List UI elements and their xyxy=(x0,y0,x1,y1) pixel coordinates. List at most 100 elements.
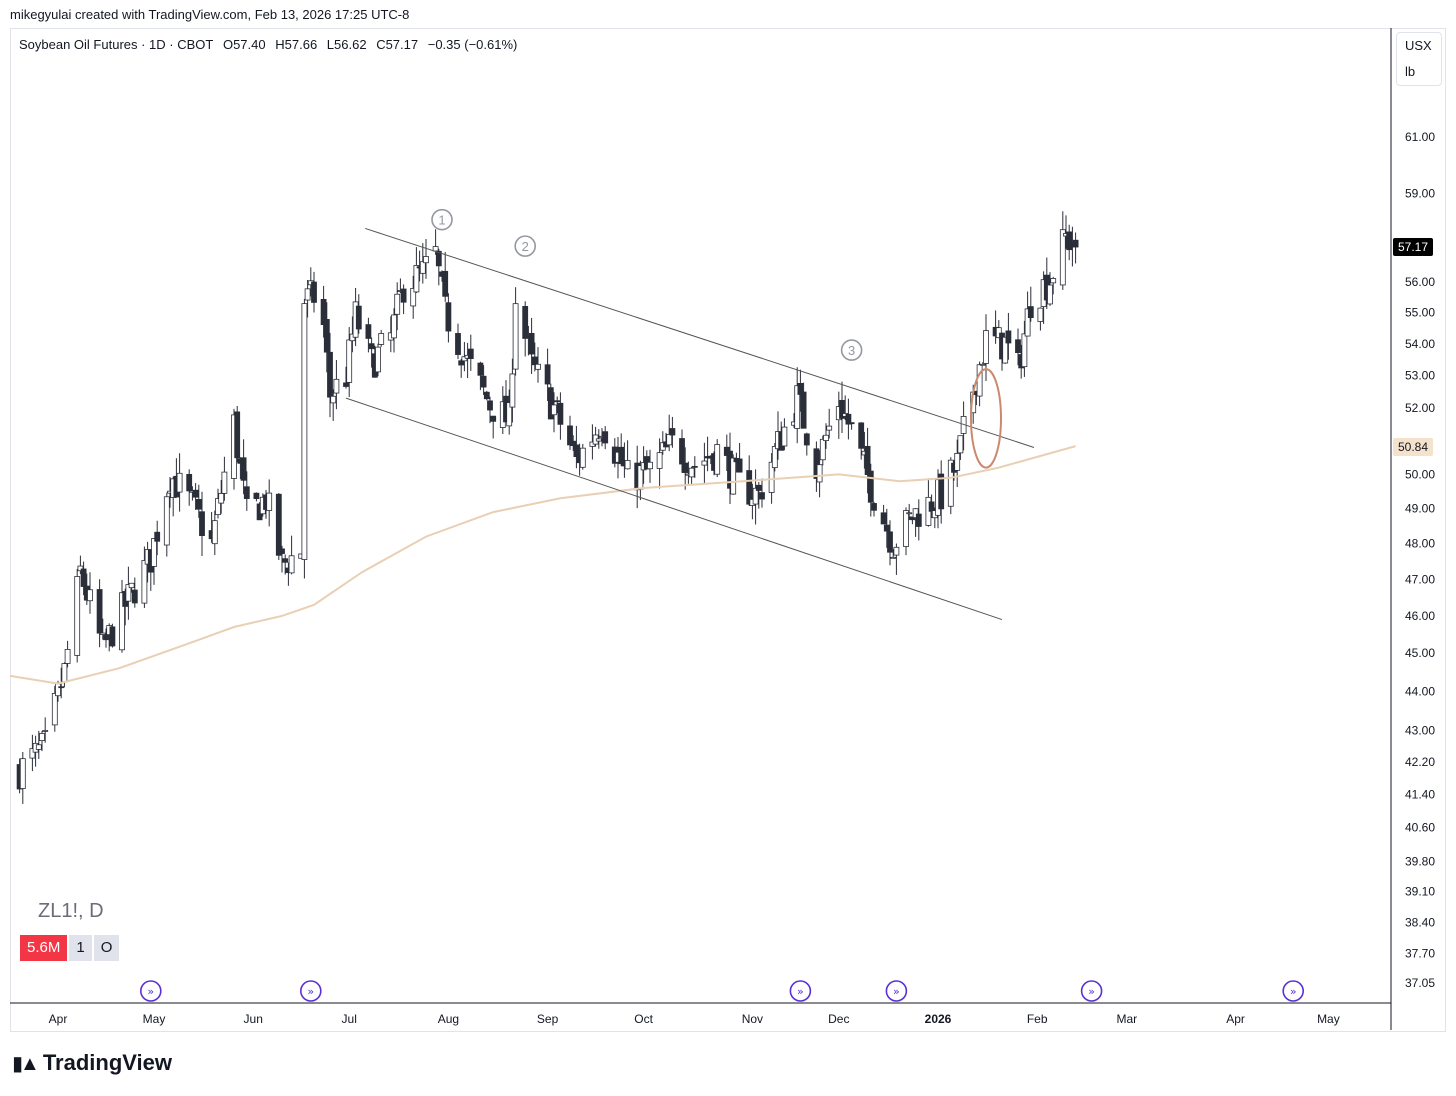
candle-body[interactable] xyxy=(490,415,497,422)
candle-body[interactable] xyxy=(864,445,871,475)
candle-body[interactable] xyxy=(330,395,337,404)
candle-body[interactable] xyxy=(871,503,877,511)
candle-body[interactable] xyxy=(848,422,855,425)
candle-body[interactable] xyxy=(909,516,916,521)
candle-body[interactable] xyxy=(119,592,125,651)
candle-body[interactable] xyxy=(215,498,221,516)
candle-body[interactable] xyxy=(528,332,535,355)
candle-body[interactable] xyxy=(794,385,801,429)
candle-body[interactable] xyxy=(915,513,922,527)
candle-body[interactable] xyxy=(55,683,61,697)
candle-body[interactable] xyxy=(410,288,417,307)
event-icon[interactable] xyxy=(299,980,322,1002)
candle-body[interactable] xyxy=(1027,306,1034,319)
candle-body[interactable] xyxy=(858,422,865,449)
candle-body[interactable] xyxy=(445,302,452,332)
candle-body[interactable] xyxy=(480,375,487,388)
candle-body[interactable] xyxy=(279,548,285,554)
candle-body[interactable] xyxy=(845,413,852,425)
candle-body[interactable] xyxy=(192,489,199,498)
candle-body[interactable] xyxy=(327,351,333,398)
candle-body[interactable] xyxy=(781,426,788,447)
candle-body[interactable] xyxy=(883,524,890,532)
candle-body[interactable] xyxy=(551,404,557,416)
candle-body[interactable] xyxy=(375,346,381,373)
candle-body[interactable] xyxy=(355,305,362,330)
candle-body[interactable] xyxy=(442,270,449,297)
candle-body[interactable] xyxy=(19,758,26,789)
candle-body[interactable] xyxy=(163,496,170,546)
candle-body[interactable] xyxy=(947,459,954,507)
candle-body[interactable] xyxy=(819,438,826,461)
candle-body[interactable] xyxy=(823,434,829,441)
volume-badge[interactable]: 5.6M xyxy=(20,935,68,961)
candle-body[interactable] xyxy=(938,473,945,510)
event-icon[interactable] xyxy=(885,980,908,1002)
channel-line-lower[interactable] xyxy=(345,397,1003,621)
candle-body[interactable] xyxy=(1021,333,1028,368)
candle-body[interactable] xyxy=(867,470,874,503)
candle-body[interactable] xyxy=(199,511,205,537)
candle-body[interactable] xyxy=(570,440,577,447)
candle-body[interactable] xyxy=(368,343,375,350)
candle-body[interactable] xyxy=(618,446,625,465)
candle-body[interactable] xyxy=(1005,330,1012,344)
candle-body[interactable] xyxy=(647,461,653,470)
candle-body[interactable] xyxy=(839,399,845,419)
candle-body[interactable] xyxy=(391,314,397,339)
moving-average-line[interactable] xyxy=(9,445,1076,685)
event-icon[interactable] xyxy=(789,980,812,1002)
candle-body[interactable] xyxy=(487,400,493,411)
candle-body[interactable] xyxy=(666,434,673,446)
candle-body[interactable] xyxy=(688,467,695,478)
candle-body[interactable] xyxy=(557,402,564,425)
candle-body[interactable] xyxy=(535,363,541,370)
candle-body[interactable] xyxy=(579,447,586,468)
breakout-highlight-ellipse[interactable] xyxy=(970,368,1002,469)
candle-body[interactable] xyxy=(736,458,743,473)
candle-body[interactable] xyxy=(679,438,685,465)
candle-body[interactable] xyxy=(125,584,132,602)
candle-body[interactable] xyxy=(477,362,484,376)
candle-body[interactable] xyxy=(42,730,49,732)
candle-body[interactable] xyxy=(976,364,983,397)
candle-body[interactable] xyxy=(887,531,893,553)
candle-body[interactable] xyxy=(509,373,516,408)
candle-body[interactable] xyxy=(595,438,602,442)
candle-body[interactable] xyxy=(323,319,330,353)
candle-body[interactable] xyxy=(288,555,295,574)
candle-body[interactable] xyxy=(461,356,468,362)
candle-body[interactable] xyxy=(58,686,65,689)
candle-body[interactable] xyxy=(240,457,247,481)
candle-body[interactable] xyxy=(39,733,45,742)
candle-body[interactable] xyxy=(752,487,759,505)
candle-body[interactable] xyxy=(282,558,289,563)
candle-body[interactable] xyxy=(320,298,327,326)
candle-body[interactable] xyxy=(253,492,260,500)
event-icon[interactable] xyxy=(1282,980,1304,1002)
candle-body[interactable] xyxy=(602,431,609,444)
candle-body[interactable] xyxy=(96,589,103,634)
candle-body[interactable] xyxy=(979,363,986,366)
candle-body[interactable] xyxy=(435,250,442,267)
candle-body[interactable] xyxy=(506,402,513,427)
candle-body[interactable] xyxy=(1002,336,1009,364)
unit-selector[interactable]: USX lb xyxy=(1396,32,1442,86)
candle-body[interactable] xyxy=(304,288,311,301)
candle-body[interactable] xyxy=(701,460,708,466)
candle-body[interactable] xyxy=(378,333,385,345)
channel-line-upper[interactable] xyxy=(365,227,1035,448)
candle-body[interactable] xyxy=(983,330,989,364)
candle-body[interactable] xyxy=(995,327,1002,339)
candle-body[interactable] xyxy=(768,461,775,493)
candle-body[interactable] xyxy=(29,748,36,759)
candle-body[interactable] xyxy=(154,531,161,542)
candle-body[interactable] xyxy=(771,446,778,469)
candle-body[interactable] xyxy=(432,246,439,252)
candle-body[interactable] xyxy=(957,435,964,454)
candle-body[interactable] xyxy=(311,281,317,303)
candle-body[interactable] xyxy=(343,382,349,387)
candle-body[interactable] xyxy=(893,546,900,556)
candle-body[interactable] xyxy=(730,457,737,495)
